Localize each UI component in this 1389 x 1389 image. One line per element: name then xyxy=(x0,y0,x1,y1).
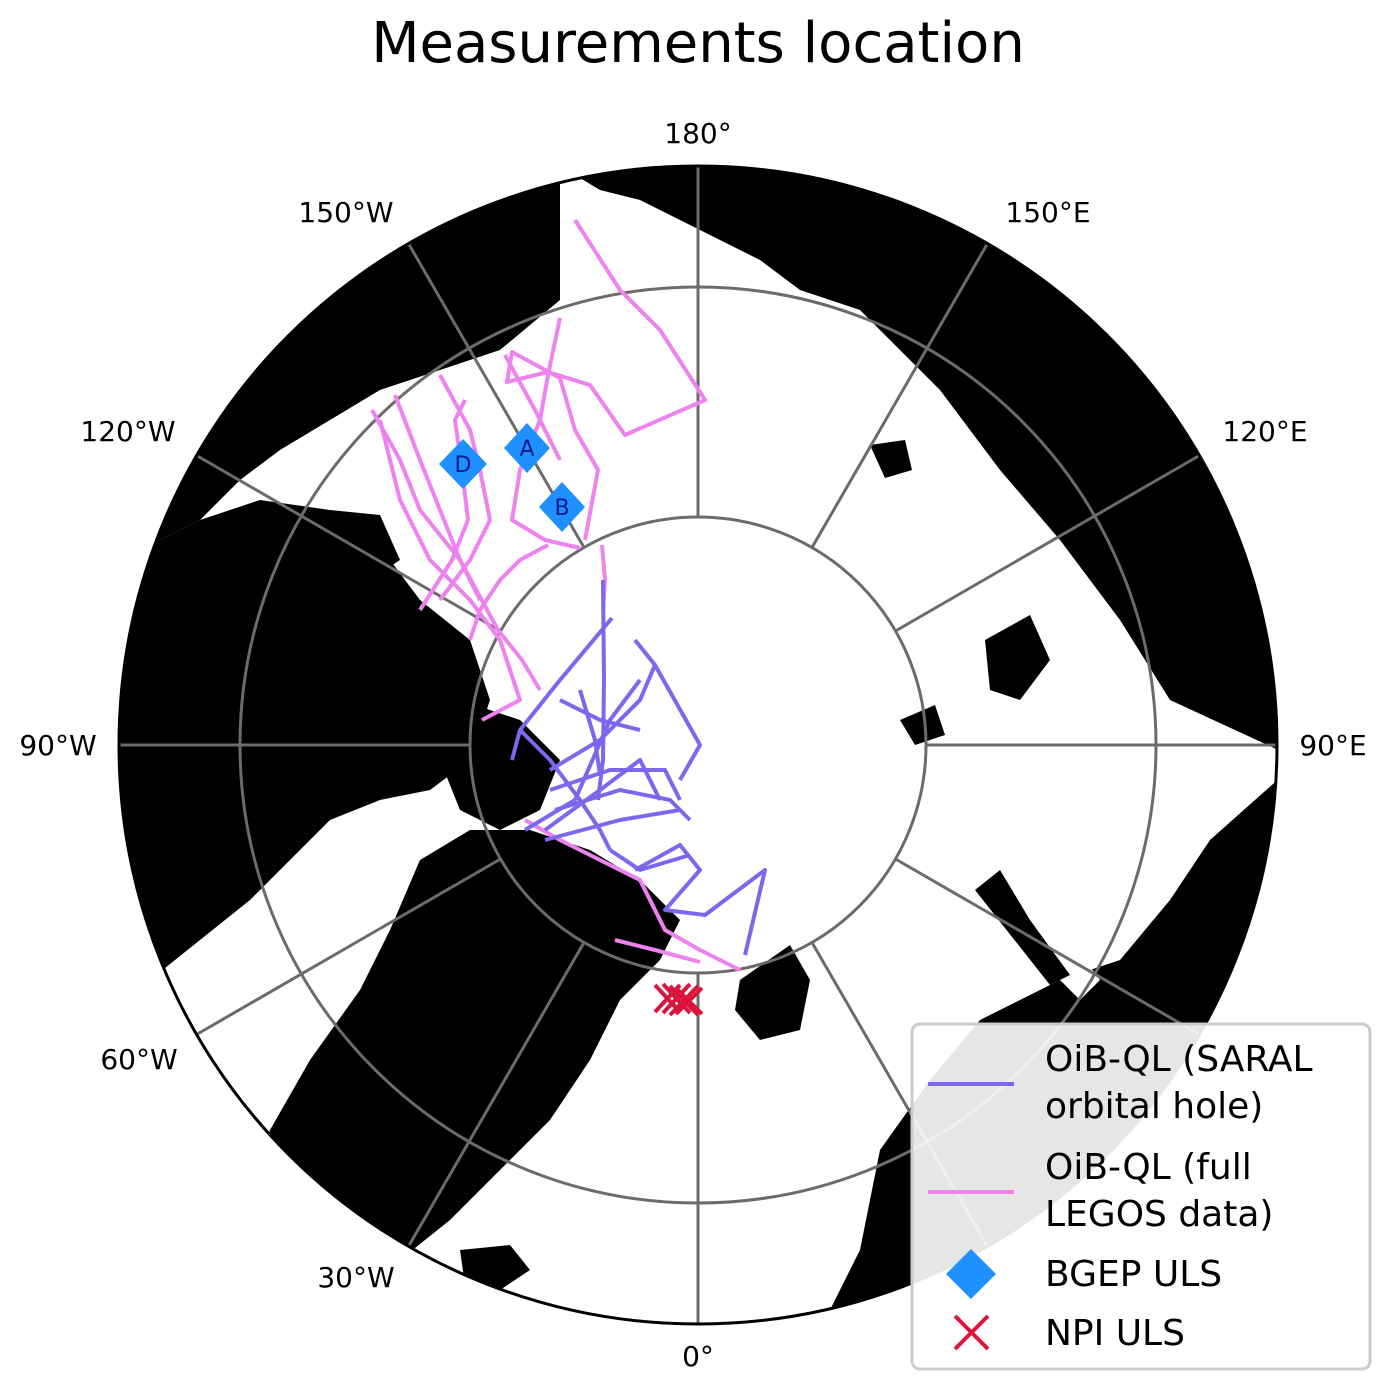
land-severnaya-zemlya xyxy=(985,615,1050,700)
longitude-labels: 180° 150°E 120°E 90°E 0° 30°W 60°W 90°W … xyxy=(19,117,1366,1373)
npi-station-4 xyxy=(674,986,704,1016)
graticule xyxy=(119,166,1277,1324)
land-ellesmere xyxy=(440,700,560,830)
legend-entry-npi: NPI ULS xyxy=(953,1313,1185,1354)
legend-full-line2: LEGOS data) xyxy=(1045,1194,1273,1235)
meridian-line xyxy=(195,454,502,633)
lon-label-120e: 120°E xyxy=(1222,415,1307,448)
legend-npi: NPI ULS xyxy=(1045,1313,1185,1354)
lon-label-180: 180° xyxy=(664,117,731,150)
lon-label-120w: 120°W xyxy=(80,415,175,448)
map-title: Measurements location xyxy=(371,11,1025,76)
lon-label-90e: 90°E xyxy=(1299,729,1366,762)
bgep-station-d: D xyxy=(439,439,487,489)
bgep-station-a: A xyxy=(504,423,550,473)
track-oib-saral xyxy=(510,579,767,956)
meridian-line xyxy=(407,941,586,1248)
legend-full-line1: OiB-QL (full xyxy=(1045,1147,1252,1188)
legend-saral-line2: orbital hole) xyxy=(1045,1086,1263,1127)
legend-entry-saral: OiB-QL (SARAL orbital hole) xyxy=(928,1039,1313,1127)
station-label-b: B xyxy=(554,496,569,521)
meridian-line xyxy=(894,454,1201,633)
land-svalbard xyxy=(735,945,810,1040)
lon-label-0: 0° xyxy=(682,1340,714,1373)
legend-entry-full: OiB-QL (full LEGOS data) xyxy=(928,1147,1273,1235)
legend-entry-bgep: BGEP ULS xyxy=(946,1249,1222,1299)
land-greenland xyxy=(250,830,680,1300)
lon-label-60w: 60°W xyxy=(100,1043,177,1076)
lon-label-90w: 90°W xyxy=(19,729,96,762)
meridians xyxy=(119,166,1277,1324)
station-label-a: A xyxy=(519,437,534,462)
land-iceland xyxy=(460,1245,530,1290)
lon-label-150e: 150°E xyxy=(1005,196,1090,229)
station-label-d: D xyxy=(455,453,472,478)
legend-box xyxy=(910,1022,1372,1371)
land-novosibirsk xyxy=(870,440,912,478)
lon-label-150w: 150°W xyxy=(298,196,393,229)
bgep-stations: A B D xyxy=(439,423,585,532)
track-oib-full xyxy=(370,218,741,972)
legend-bgep: BGEP ULS xyxy=(1045,1254,1222,1295)
legend-saral-line1: OiB-QL (SARAL xyxy=(1045,1039,1313,1080)
land-franz-josef xyxy=(900,705,945,745)
map-boundary xyxy=(117,164,1279,1326)
land-novaya-zemlya xyxy=(970,850,1100,1000)
npi-station-2 xyxy=(661,982,692,1015)
land-siberia xyxy=(560,166,1277,760)
meridian-line xyxy=(810,242,989,549)
lon-label-30w: 30°W xyxy=(317,1261,394,1294)
land-novaya-zemlya-2 xyxy=(975,870,1070,985)
bgep-station-b: B xyxy=(539,482,585,532)
meridian-line xyxy=(894,857,1201,1036)
legend: OiB-QL (SARAL orbital hole) OiB-QL (full… xyxy=(910,1022,1372,1371)
npi-station-3 xyxy=(668,984,700,1017)
npi-stations xyxy=(653,982,704,1017)
meridian-line xyxy=(195,857,502,1036)
